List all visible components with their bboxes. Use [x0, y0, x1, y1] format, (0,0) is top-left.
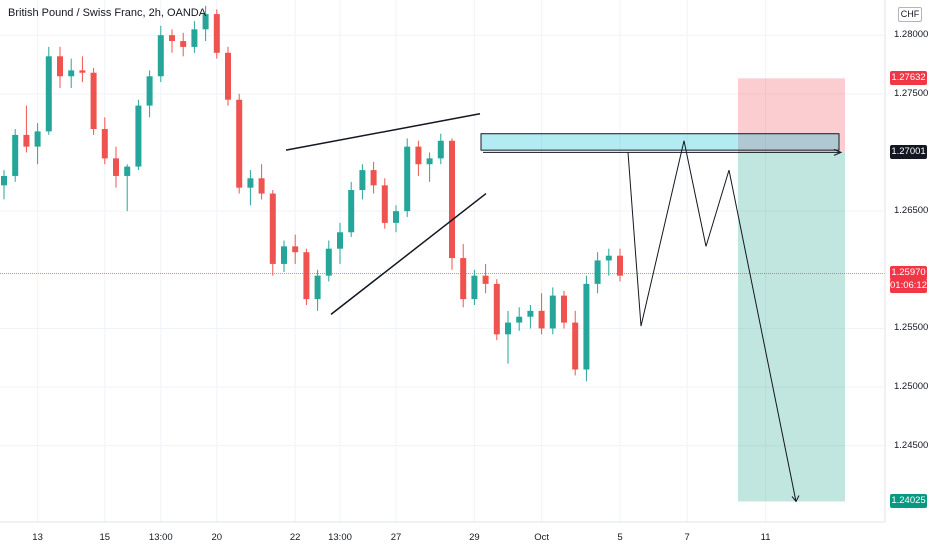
candle-body: [617, 255, 623, 276]
candle-body: [45, 56, 52, 132]
candle-body: [381, 185, 388, 223]
stop-price-tag: 1.27632: [890, 71, 927, 86]
y-tick-label: 1.28000: [894, 29, 929, 41]
candle-body: [393, 211, 399, 223]
x-tick-label: Oct: [534, 532, 549, 543]
candle-body: [594, 260, 601, 284]
candle-body: [157, 35, 164, 77]
countdown-tag: 01:06:12: [890, 279, 927, 294]
candle-body: [79, 70, 86, 73]
x-tick-label: 13:00: [328, 532, 352, 543]
candle-body: [426, 158, 433, 165]
candle-body: [292, 246, 299, 253]
projection-arrow-head: [791, 495, 800, 503]
x-tick-label: 29: [469, 532, 480, 543]
candle-body: [34, 131, 41, 147]
candle-body: [180, 41, 187, 47]
candle-body: [404, 146, 411, 212]
candle-body: [460, 258, 467, 300]
x-tick-label: 20: [211, 532, 223, 543]
y-tick-label: 1.27500: [894, 87, 929, 99]
candle-body: [236, 99, 243, 188]
x-tick-label: 13: [32, 532, 43, 543]
candle-body: [247, 178, 254, 188]
candle-body: [169, 35, 175, 42]
candle-body: [281, 246, 287, 264]
candle-body: [57, 56, 63, 77]
y-tick-label: 1.26500: [894, 205, 929, 217]
candle-body: [12, 134, 19, 176]
candle-body: [213, 14, 220, 53]
candle-body: [68, 70, 75, 77]
entry-arrow-head: [833, 148, 843, 156]
candle-body: [527, 310, 534, 317]
y-tick-label: 1.25500: [894, 322, 929, 334]
y-tick-label: 1.24500: [894, 439, 929, 451]
channel-lower-line: [330, 192, 487, 315]
candle-body: [269, 193, 276, 264]
candle-body: [605, 255, 612, 261]
stop-loss-zone: [738, 78, 845, 153]
current-price-tag: 1.25970: [890, 266, 927, 281]
channel-upper-line: [285, 113, 481, 151]
candle-body: [325, 248, 332, 276]
candle-body: [348, 190, 355, 233]
candle-body: [437, 140, 444, 159]
candle-body: [135, 105, 142, 167]
candle-body: [572, 322, 579, 370]
candle-body: [516, 316, 523, 323]
candle-body: [505, 322, 511, 335]
candle-body: [1, 175, 7, 186]
target-price-tag: 1.24025: [890, 494, 927, 509]
x-tick-label: 15: [99, 532, 111, 543]
candle-body: [482, 275, 489, 284]
candle-body: [113, 158, 119, 176]
supply-zone: [480, 133, 840, 151]
x-tick-label: 5: [617, 532, 623, 543]
candle-body: [471, 275, 478, 300]
y-tick-label: 1.25000: [894, 381, 929, 393]
candle-body: [561, 295, 567, 323]
candle-body: [549, 295, 556, 329]
chart-title: British Pound / Swiss Franc, 2h, OANDA: [8, 7, 207, 19]
candle-body: [90, 72, 97, 130]
x-tick-label: 22: [289, 532, 301, 543]
candle-body: [258, 178, 265, 194]
candle-body: [583, 283, 590, 370]
candle-body: [225, 52, 231, 100]
candle-body: [359, 170, 366, 191]
x-tick-label: 11: [760, 532, 771, 543]
candle-body: [303, 252, 310, 300]
candle-body: [370, 170, 377, 186]
entry-price-tag: 1.27001: [890, 145, 927, 160]
candle-body: [415, 146, 422, 165]
candle-body: [337, 232, 343, 249]
candles: [1, 5, 623, 382]
candle-body: [146, 76, 153, 106]
candle-body: [538, 310, 545, 329]
candle-body: [449, 140, 455, 259]
drawings: [285, 113, 843, 503]
candle-body: [191, 29, 198, 47]
grid: [0, 0, 885, 522]
candle-body: [493, 283, 500, 335]
x-tick-label: 27: [390, 532, 402, 543]
candle-body: [23, 134, 30, 147]
take-profit-zone: [738, 152, 845, 502]
x-tick-label: 7: [684, 532, 690, 543]
candle-body: [101, 129, 108, 159]
candle-body: [314, 275, 321, 300]
x-tick-label: 13:00: [148, 532, 173, 543]
projection-path: [627, 140, 797, 502]
currency-badge[interactable]: CHF: [898, 7, 922, 22]
candle-body: [202, 14, 209, 30]
candle-body: [124, 166, 131, 176]
